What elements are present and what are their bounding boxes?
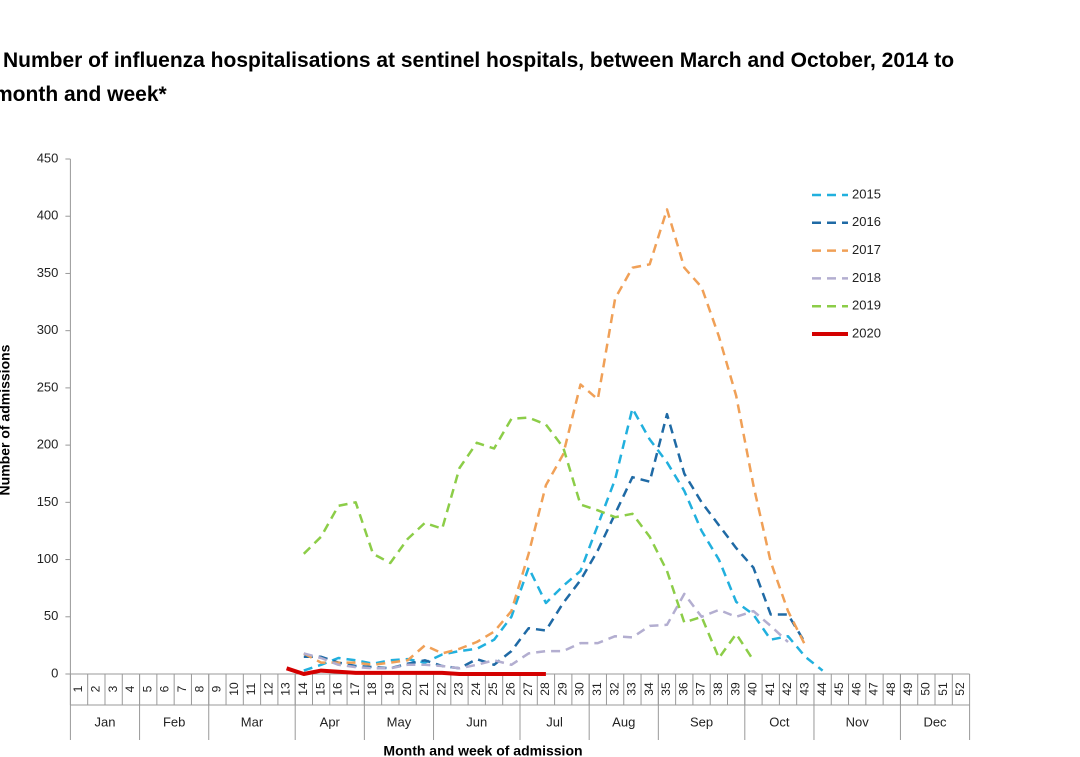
x-tick-label: 31 [590, 682, 604, 696]
x-tick-label: 8 [192, 685, 206, 692]
series-line [303, 592, 789, 670]
legend-label: 2015 [852, 186, 881, 201]
x-tick-label: 34 [642, 682, 656, 696]
month-label: Jul [546, 714, 563, 729]
x-tick-label: 28 [538, 682, 552, 696]
series-line [303, 208, 807, 667]
legend-label: 2019 [852, 298, 881, 313]
x-tick-label: 7 [175, 685, 189, 692]
x-tick-label: 2 [89, 685, 103, 692]
series-line [285, 666, 546, 676]
legend-label: 2018 [852, 270, 881, 285]
y-tick-label: 100 [37, 551, 59, 566]
series-line [303, 407, 824, 672]
x-tick-label: 25 [486, 682, 500, 696]
x-tick-label: 48 [884, 682, 898, 696]
month-label: Aug [612, 714, 635, 729]
month-label: Mar [241, 714, 264, 729]
x-tick-label: 35 [659, 682, 673, 696]
y-tick-label: 0 [51, 665, 58, 680]
y-tick-label: 350 [37, 265, 59, 280]
x-tick-label: 37 [694, 682, 708, 696]
month-label: Jun [466, 714, 487, 729]
x-tick-label: 39 [728, 682, 742, 696]
x-tick-label: 12 [261, 682, 275, 696]
x-tick-label: 27 [521, 682, 535, 696]
x-tick-label: 45 [832, 682, 846, 696]
x-tick-label: 44 [815, 682, 829, 696]
x-tick-label: 41 [763, 682, 777, 696]
x-tick-label: 42 [780, 682, 794, 696]
month-label: Dec [923, 714, 947, 729]
y-tick-label: 50 [44, 608, 58, 623]
x-tick-label: 51 [936, 682, 950, 696]
chart-subtitle: month and week* [0, 83, 168, 106]
x-tick-label: 52 [953, 682, 967, 696]
x-tick-label: 21 [417, 682, 431, 696]
chart-title: Number of influenza hospitalisations at … [3, 49, 954, 72]
x-tick-label: 4 [123, 685, 137, 692]
x-tick-label: 43 [797, 682, 811, 696]
month-label: Apr [320, 714, 341, 729]
x-tick-label: 17 [348, 682, 362, 696]
x-tick-label: 15 [313, 682, 327, 696]
series-line [302, 416, 755, 661]
legend-label: 2016 [852, 214, 881, 229]
x-tick-label: 11 [244, 682, 258, 695]
legend-label: 2020 [852, 325, 881, 340]
y-tick-label: 200 [37, 437, 59, 452]
x-tick-label: 46 [849, 682, 863, 696]
x-axis-title: Month and week of admission [383, 743, 582, 757]
x-tick-label: 13 [279, 682, 293, 696]
y-tick-label: 250 [37, 379, 59, 394]
x-tick-label: 20 [400, 682, 414, 696]
x-tick-label: 29 [555, 682, 569, 696]
x-tick-label: 38 [711, 682, 725, 696]
month-label: Nov [846, 714, 870, 729]
x-tick-label: 49 [901, 682, 915, 696]
month-label: Feb [163, 714, 185, 729]
x-tick-label: 32 [607, 682, 621, 696]
x-tick-label: 6 [158, 685, 172, 692]
month-label: Sep [690, 714, 713, 729]
x-tick-label: 26 [504, 682, 518, 696]
x-tick-label: 3 [106, 685, 120, 692]
y-axis-title: Number of admissions [0, 344, 13, 495]
legend-label: 2017 [852, 242, 881, 257]
x-tick-label: 1 [71, 685, 85, 692]
x-tick-label: 9 [210, 685, 224, 692]
x-tick-label: 33 [625, 682, 639, 696]
month-label: May [387, 714, 412, 729]
y-tick-label: 150 [37, 494, 59, 509]
x-tick-label: 50 [919, 682, 933, 696]
x-tick-label: 47 [867, 682, 881, 696]
y-tick-label: 300 [37, 322, 59, 337]
x-tick-label: 40 [746, 682, 760, 696]
month-label: Oct [769, 714, 790, 729]
series-line [303, 412, 807, 670]
x-tick-label: 30 [573, 682, 587, 696]
x-tick-label: 5 [140, 685, 154, 692]
y-tick-label: 450 [37, 150, 59, 165]
x-tick-label: 19 [382, 682, 396, 696]
x-tick-label: 10 [227, 682, 241, 696]
x-tick-label: 14 [296, 682, 310, 696]
y-tick-label: 400 [37, 208, 59, 223]
x-tick-label: 18 [365, 682, 379, 696]
x-tick-label: 36 [676, 682, 690, 696]
x-tick-label: 16 [331, 682, 345, 696]
month-label: Jan [95, 714, 116, 729]
x-tick-label: 22 [434, 682, 448, 696]
x-tick-label: 23 [452, 682, 466, 696]
x-tick-label: 24 [469, 682, 483, 696]
